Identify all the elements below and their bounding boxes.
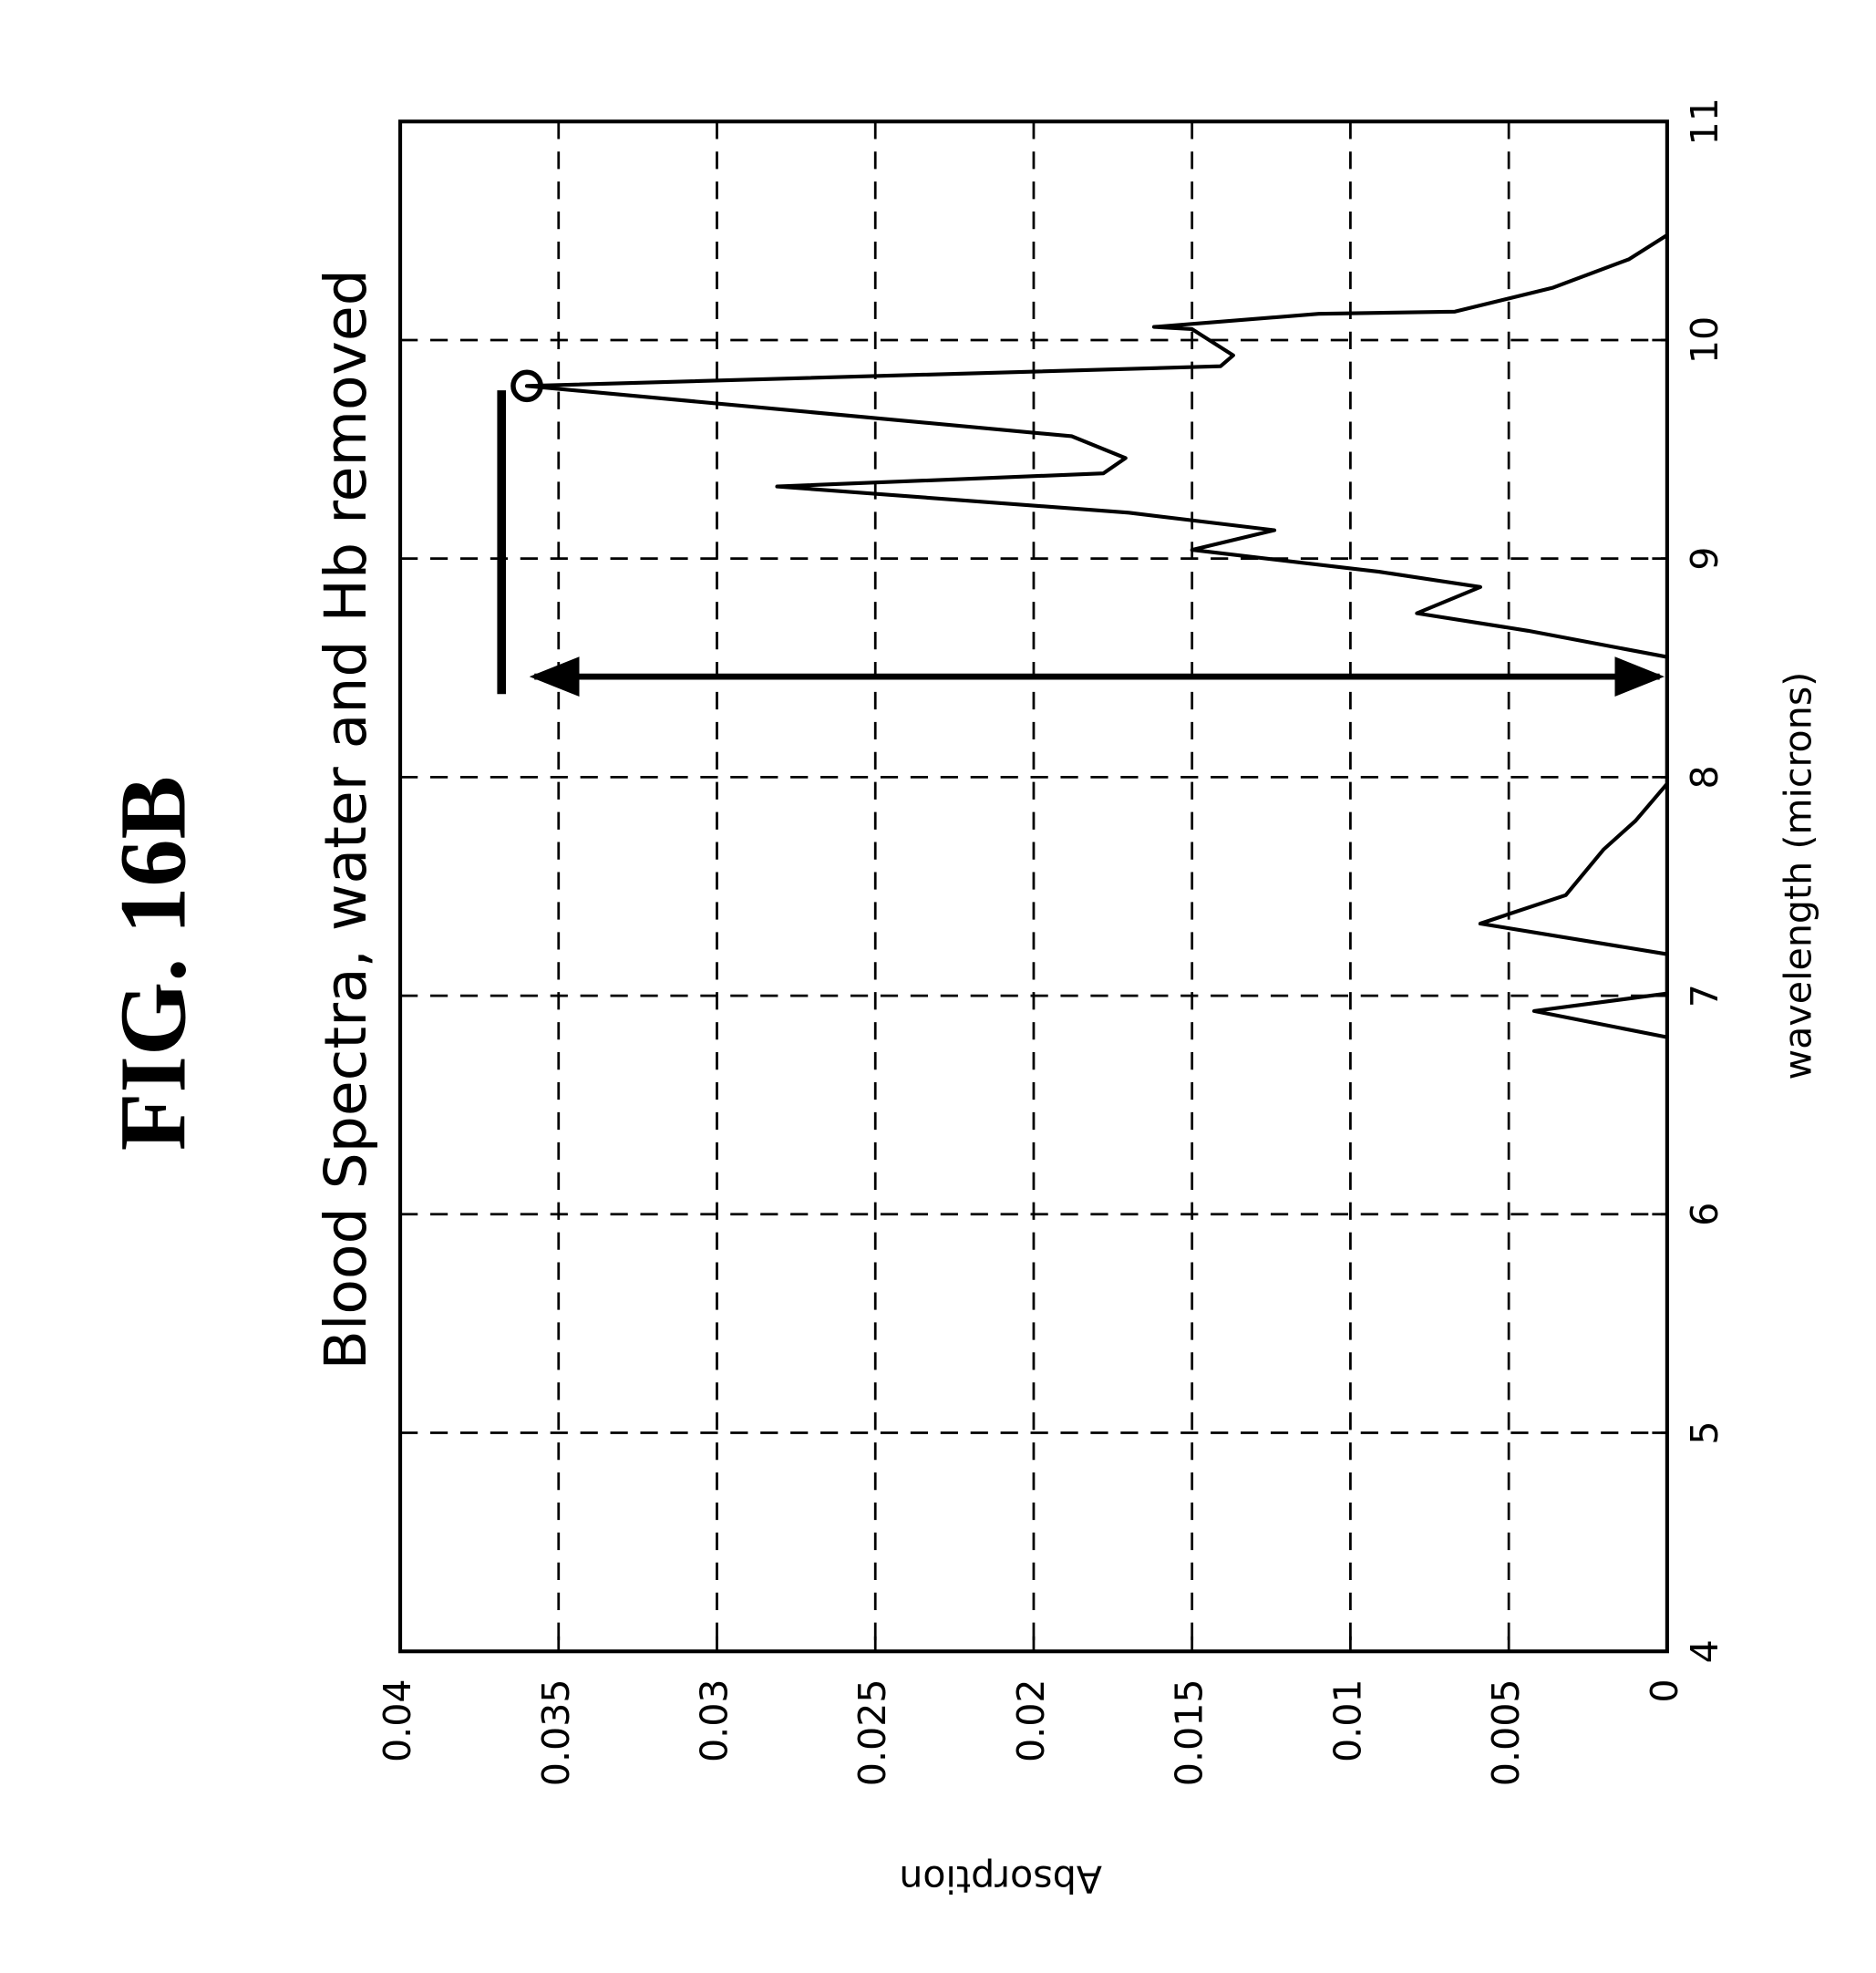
y-tick-label: 0.01: [1325, 1679, 1369, 1762]
x-tick-label: 10: [1683, 316, 1727, 364]
y-axis-label: Absorption: [899, 1857, 1102, 1901]
x-tick-label: 7: [1683, 984, 1727, 1007]
y-tick-label: 0.025: [850, 1679, 894, 1786]
y-tick-label: 0: [1643, 1679, 1686, 1702]
page: {"chart_data": {"type": "line", "figure_…: [0, 0, 1876, 1973]
x-tick-label: 9: [1683, 547, 1727, 571]
y-tick-label: 0.04: [376, 1679, 419, 1762]
x-tick-label: 4: [1683, 1639, 1727, 1663]
figure-label: FIG. 16B: [99, 776, 205, 1151]
x-tick-label: 6: [1683, 1203, 1727, 1226]
y-tick-label: 0.005: [1484, 1679, 1528, 1786]
y-tick-label: 0.03: [692, 1679, 736, 1762]
x-tick-label: 5: [1683, 1420, 1727, 1444]
chart-title: Blood Spectra, water and Hb removed: [312, 269, 379, 1369]
y-tick-label: 0.015: [1168, 1679, 1211, 1786]
spectrum-line: [527, 235, 1667, 1038]
x-tick-label: 11: [1683, 98, 1727, 145]
y-tick-label: 0.02: [1009, 1679, 1053, 1762]
y-tick-label: 0.035: [534, 1679, 578, 1786]
chart: FIG. 16B Blood Spectra, water and Hb rem…: [0, 0, 1876, 1973]
x-axis-label: wavelength (microns): [1777, 672, 1820, 1080]
x-tick-label: 8: [1683, 765, 1727, 789]
